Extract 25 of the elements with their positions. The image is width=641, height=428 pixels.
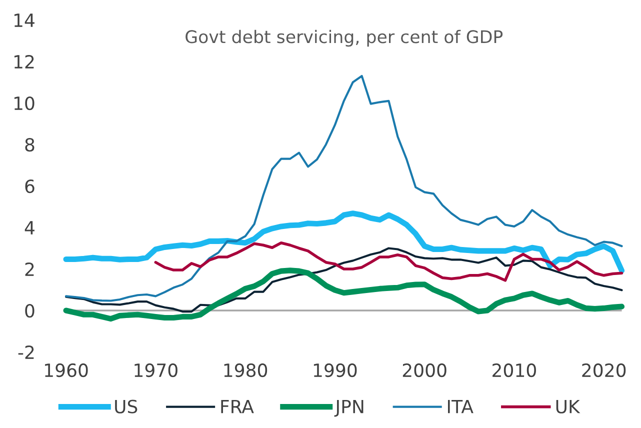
x-tick-label: 2000 [402,363,446,378]
text: Govt debt servicing, per cent of GDP [186,30,503,47]
legend-label: JPN [334,400,364,417]
y-tick-label: 10 [14,96,34,110]
line-series [64,74,623,302]
y-tick-label: 0 [25,304,34,318]
line-series [64,247,623,313]
x-tick-label: 1990 [314,363,357,378]
y-tick-label: 4 [24,221,34,234]
y-tick-label: 6 [25,179,34,194]
y-tick-label: 2 [25,262,34,276]
x-tick-label: 1970 [134,363,178,378]
y-tick-label: 8 [25,138,34,152]
x-tick-label: 2010 [492,363,536,378]
y-tick-label: -2 [18,345,34,359]
y-tick-label: 12 [14,54,34,68]
legend-label: UK [556,400,580,414]
line-series [154,241,624,282]
legend-label: FRA [221,400,254,414]
x-tick-label: 2020 [582,363,626,378]
x-tick-label: 1960 [45,363,88,378]
x-tick-label: 1980 [224,363,268,378]
y-tick-label: 14 [14,14,34,27]
legend-label: ITA [448,400,474,414]
legend-label: US [115,400,138,414]
